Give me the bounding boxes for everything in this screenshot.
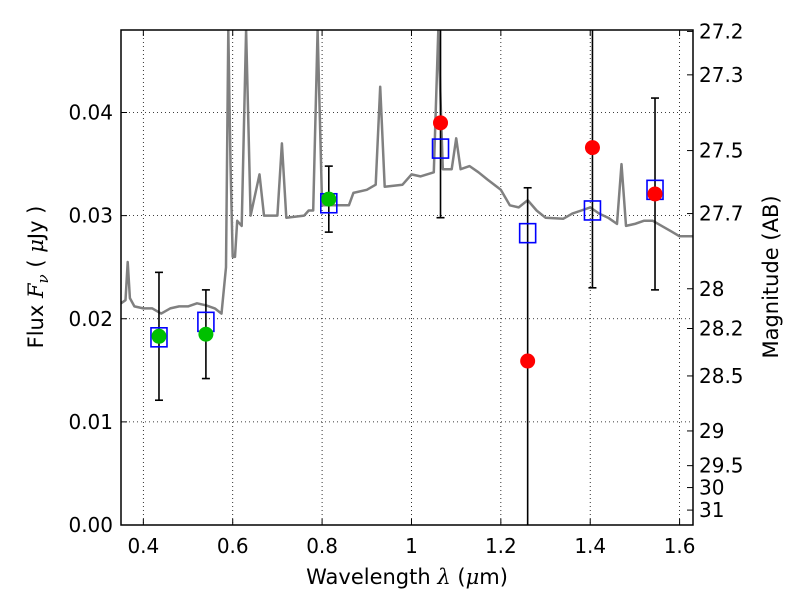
- y-tick-label: 0.04: [68, 101, 113, 125]
- detection-point: [151, 328, 167, 344]
- model-photometry-square: [583, 200, 602, 221]
- magnitude-tick-label: 31: [699, 498, 724, 522]
- detection-point: [321, 191, 337, 207]
- x-tick-label: 0.6: [217, 534, 249, 558]
- magnitude-tick-label: 29.5: [699, 454, 744, 478]
- magnitude-tick-label: 28.5: [699, 364, 744, 388]
- y-axis-ticks: 0.00 0.01 0.02 0.03 0.04: [68, 101, 127, 537]
- x-tick-label: 1: [405, 534, 418, 558]
- magnitude-axis-label: Magnitude (AB): [759, 195, 783, 358]
- detection-point: [198, 326, 214, 342]
- model-photometry-square: [518, 222, 537, 244]
- y-tick-label: 0.00: [68, 513, 113, 537]
- spectrum-line: [121, 30, 693, 315]
- magnitude-tick-label: 27.5: [699, 139, 744, 163]
- model-photometry-square: [431, 138, 450, 159]
- low-significance-point: [584, 140, 600, 156]
- magnitude-tick-label: 27.3: [699, 63, 744, 87]
- x-tick-label: 0.8: [306, 534, 338, 558]
- y-axis-label: Flux Fν ( μJy ): [24, 206, 52, 349]
- magnitude-tick-label: 30: [699, 476, 724, 500]
- x-tick-label: 1.4: [574, 534, 606, 558]
- magnitude-tick-label: 27.7: [699, 202, 744, 226]
- x-tick-label: 1.2: [485, 534, 517, 558]
- low-significance-point: [520, 353, 536, 369]
- magnitude-tick-label: 28.2: [699, 316, 744, 340]
- low-significance-point: [433, 115, 449, 131]
- y-tick-label: 0.03: [68, 204, 113, 228]
- model-photometry-square: [150, 327, 168, 348]
- y-tick-label: 0.01: [68, 410, 113, 434]
- x-axis-label: Wavelength λ (μm): [306, 565, 508, 589]
- magnitude-tick-label: 28: [699, 277, 724, 301]
- x-tick-label: 0.4: [127, 534, 159, 558]
- y-tick-label: 0.02: [68, 307, 113, 331]
- low-significance-point: [647, 186, 663, 202]
- x-tick-label: 1.6: [664, 534, 696, 558]
- plot-frame: [120, 29, 694, 526]
- grid-lines: [121, 30, 693, 526]
- magnitude-tick-label: 29: [699, 419, 724, 443]
- x-axis-ticks: 0.4 0.6 0.8 1 1.2 1.4 1.6: [127, 30, 696, 558]
- magnitude-tick-label: 27.2: [699, 19, 744, 43]
